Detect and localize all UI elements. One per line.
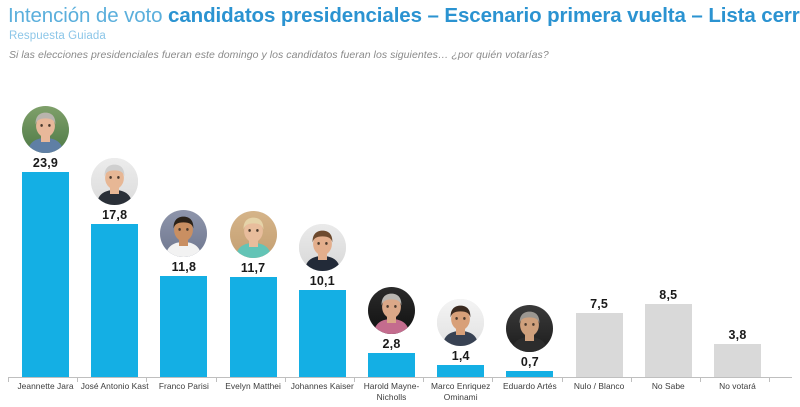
bar-value-label: 3,8 (728, 328, 747, 343)
x-axis-category-label: Johannes Kaiser (285, 381, 360, 392)
category-label-line: Nicholls (376, 391, 407, 402)
bar-value-label: 11,7 (240, 260, 266, 275)
bar-column[interactable]: 8,5 No Sabe (634, 78, 703, 407)
bar-value-label: 11,8 (171, 259, 197, 274)
bar-value-label: 23,9 (32, 156, 59, 170)
category-label-line: Harold Mayne- (363, 381, 420, 391)
x-axis-tick (769, 378, 771, 382)
bar[interactable] (575, 312, 623, 377)
x-axis-tick (8, 378, 9, 382)
bar-column[interactable]: 3,8 No votará (703, 78, 772, 407)
x-axis-tick (215, 378, 217, 382)
bar[interactable] (368, 352, 415, 377)
bar[interactable] (229, 276, 277, 377)
bar[interactable] (91, 224, 139, 377)
avatar-eduardo-artes (506, 305, 554, 352)
category-label-line: Jeannette Jara (17, 381, 74, 391)
x-axis-tick (561, 378, 563, 382)
category-label-line: Evelyn Matthei (225, 381, 281, 391)
bar-column[interactable]: 11,7 Evelyn Matthei (219, 78, 288, 407)
bar[interactable] (22, 172, 69, 377)
bar-column[interactable]: 11,8 Franco Parisi (149, 78, 218, 407)
x-axis-line (8, 377, 792, 378)
category-label-line: No votará (719, 381, 756, 391)
x-axis-tick (423, 378, 425, 382)
category-label-line: José Antonio Kast (80, 381, 149, 391)
avatar-franco-parisi (160, 209, 208, 257)
bar-column[interactable]: 7,5 Nulo / Blanco (565, 78, 634, 407)
avatar-evelyn-matthei (229, 210, 277, 258)
page-title-bold: candidatos presidenciales – Escenario pr… (168, 4, 800, 27)
bar[interactable] (644, 304, 692, 377)
bar-value-label: 10,1 (309, 274, 335, 289)
category-label-line: Johannes Kaiser (290, 381, 354, 391)
bar-chart-plot-area: 23,9 Jeannette Jara 17,8 José Antonio Kast 1… (0, 78, 800, 407)
survey-question: Si las elecciones presidenciales fueran … (9, 49, 549, 61)
avatar-marco-enriquez-ominami (437, 299, 485, 346)
bar[interactable] (160, 275, 208, 377)
bar[interactable] (506, 371, 554, 377)
category-label-line: Marco Enriquez (431, 381, 491, 391)
category-label-line: Franco Parisi (158, 381, 209, 391)
x-axis-tick (700, 378, 701, 382)
x-axis-tick (146, 378, 148, 382)
category-label-line: Nulo / Blanco (573, 381, 625, 391)
bar[interactable] (298, 290, 346, 377)
x-axis-tick (77, 378, 79, 382)
x-axis-tick (354, 378, 355, 382)
avatar-johannes-kaiser (298, 224, 346, 272)
x-axis-category-label: José Antonio Kast (77, 381, 152, 392)
chart-subtitle: Respuesta Guiada (9, 30, 106, 42)
bar-column[interactable]: 23,9 Jeannette Jara (11, 78, 80, 407)
x-axis-category-label: Franco Parisi (146, 381, 221, 392)
bar-value-label: 7,5 (590, 296, 609, 311)
x-axis-tick (630, 378, 632, 382)
bar-value-label: 2,8 (382, 336, 401, 351)
bar-value-label: 8,5 (659, 288, 678, 303)
x-axis-category-label: No Sabe (631, 381, 706, 392)
bar-column[interactable]: 2,8 Harold Mayne- Nicholls (357, 78, 426, 407)
chart-header: Intención de voto candidatos presidencia… (0, 0, 800, 61)
x-axis-tick (492, 378, 494, 382)
bar-column[interactable]: 17,8 José Antonio Kast (80, 78, 149, 407)
bar[interactable] (437, 365, 485, 377)
bar-column[interactable]: 0,7 Eduardo Artés (495, 78, 564, 407)
bar-value-label: 17,8 (102, 208, 128, 223)
x-axis-category-label: Evelyn Matthei (216, 381, 291, 392)
x-axis-category-label: Harold Mayne- Nicholls (354, 381, 429, 402)
bar-column[interactable]: 1,4 Marco Enriquez Ominami (426, 78, 495, 407)
category-label-line: Ominami (443, 391, 478, 402)
avatar-harold-mayne-nicholls (368, 286, 415, 334)
x-axis-category-label: Marco Enriquez Ominami (423, 381, 498, 402)
bar-value-label: 0,7 (520, 355, 539, 369)
category-label-line: No Sabe (651, 381, 685, 391)
bar-column[interactable]: 10,1 Johannes Kaiser (288, 78, 357, 407)
x-axis-category-label: No votará (700, 381, 775, 392)
x-axis-tick (284, 378, 286, 382)
avatar-jose-antonio-kast (91, 158, 139, 206)
x-axis-category-label: Nulo / Blanco (562, 381, 637, 392)
category-label-line: Eduardo Artés (503, 381, 557, 391)
x-axis-category-label: Jeannette Jara (8, 381, 83, 392)
page-title: Intención de voto candidatos presidencia… (0, 0, 800, 29)
bar[interactable] (714, 344, 761, 377)
x-axis-category-label: Eduardo Artés (492, 381, 567, 392)
page-title-plain: Intención de voto (8, 4, 169, 27)
bar-value-label: 1,4 (451, 349, 470, 363)
avatar-jeannette-jara (22, 106, 69, 153)
